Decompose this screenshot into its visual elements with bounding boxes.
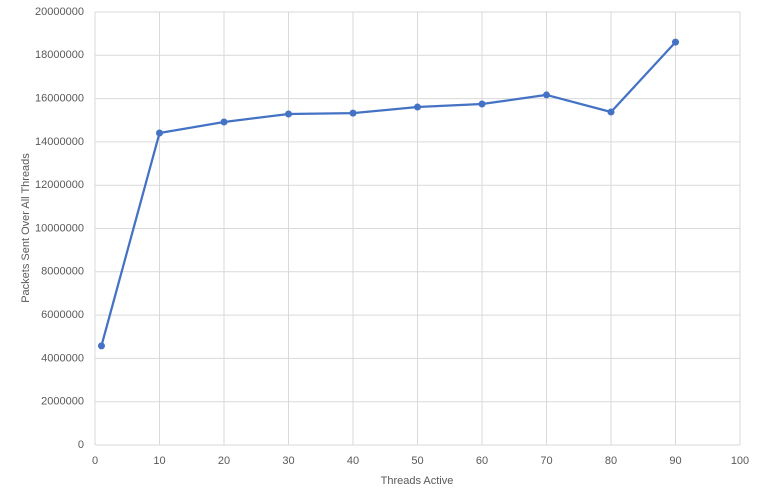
y-tick-label: 12000000: [35, 179, 84, 191]
data-point: [672, 38, 679, 46]
x-tick-label: 90: [669, 455, 681, 467]
x-tick-label: 80: [605, 455, 617, 467]
x-tick-label: 10: [153, 455, 165, 467]
y-tick-label: 14000000: [35, 136, 84, 148]
series-line: [100, 41, 677, 347]
y-tick-label: 16000000: [35, 93, 84, 105]
x-tick-label: 100: [731, 455, 749, 467]
data-point: [156, 129, 163, 137]
y-tick-label: 8000000: [41, 266, 84, 278]
y-tick-label: 18000000: [35, 49, 84, 61]
y-tick-label: 4000000: [41, 352, 84, 364]
x-tick-label: 20: [218, 455, 230, 467]
y-tick-label: 0: [78, 439, 84, 451]
y-tick-label: 2000000: [41, 396, 84, 408]
data-point: [285, 110, 292, 118]
y-tick-label: 6000000: [41, 309, 84, 321]
y-tick-label: 10000000: [35, 222, 84, 234]
data-point: [349, 109, 357, 117]
x-tick-label: 70: [540, 455, 552, 467]
data-point: [478, 100, 486, 108]
data-point: [97, 342, 105, 350]
x-tick-label: 30: [282, 455, 294, 467]
y-axis-title: Packets Sent Over All Threads: [20, 153, 32, 303]
data-point: [607, 108, 615, 116]
data-point: [414, 103, 421, 111]
x-tick-label: 50: [411, 455, 423, 467]
x-axis-title: Threads Active: [381, 475, 454, 487]
data-point: [543, 91, 550, 99]
y-tick-label: 20000000: [35, 6, 84, 18]
x-tick-label: 60: [476, 455, 488, 467]
x-tick-label: 0: [92, 455, 98, 467]
x-tick-label: 40: [347, 455, 359, 467]
data-point: [220, 118, 228, 126]
